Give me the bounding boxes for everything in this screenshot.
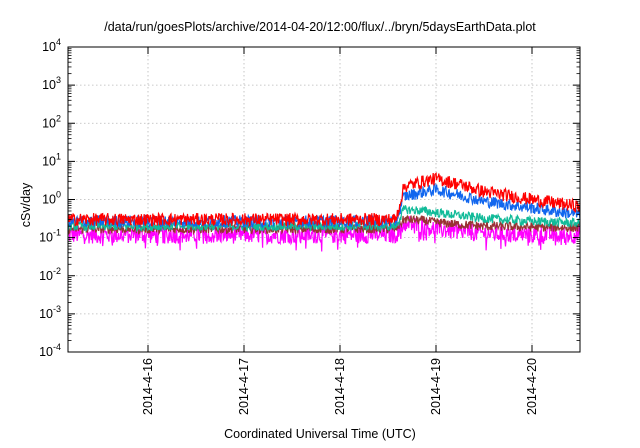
x-tick-label: 2014-4-17	[237, 358, 251, 415]
x-tick-label: 2014-4-18	[333, 358, 347, 415]
plot-frame	[67, 46, 581, 353]
y-tick-label: 103	[42, 75, 61, 92]
x-tick-label: 2014-4-19	[429, 358, 443, 415]
y-tick-label: 10-1	[39, 228, 61, 245]
axes: 10-4 10-3 10-2 10-1 100 101 102 103 104 2014-4-16…	[39, 37, 581, 415]
series-line	[67, 183, 581, 229]
y-tick-label: 104	[42, 37, 61, 54]
series-line	[67, 172, 581, 228]
y-tick-label: 101	[42, 151, 61, 168]
y-tick-label: 102	[42, 113, 61, 130]
x-tick-label: 2014-4-16	[141, 358, 155, 415]
x-axis-label: Coordinated Universal Time (UTC)	[224, 427, 416, 441]
grid	[68, 47, 580, 352]
x-tick-label: 2014-4-20	[525, 358, 539, 415]
y-tick-label: 10-4	[39, 342, 61, 359]
y-tick-label: 100	[42, 190, 61, 207]
plot-area	[67, 172, 581, 252]
chart-title: /data/run/goesPlots/archive/2014-04-20/1…	[104, 20, 536, 34]
y-tick-label: 10-3	[39, 304, 61, 321]
y-tick-label: 10-2	[39, 266, 61, 283]
